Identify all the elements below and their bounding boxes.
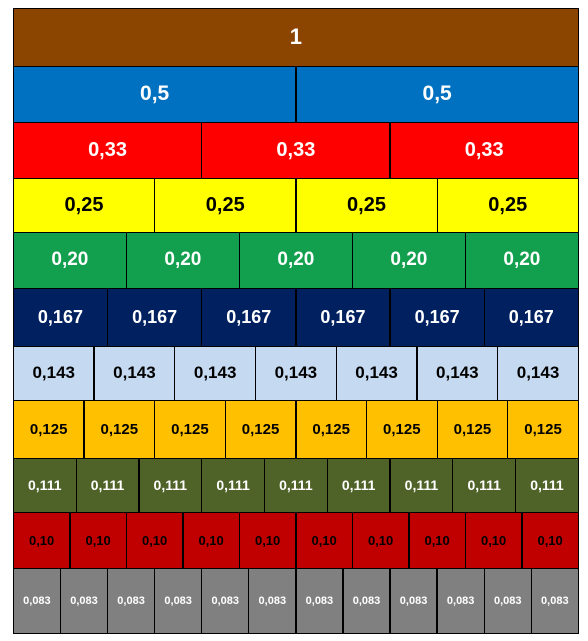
fraction-cell: 0,143 [335,346,418,401]
fraction-cell: 0,10 [239,512,297,569]
fraction-wall: 1 0,5 0,5 0,33 0,33 0,33 0,25 0,25 0,25 0,25 0,20 0… [13,8,579,634]
fraction-row-7: 0,143 0,143 0,143 0,143 0,143 0,143 0,143 [13,346,579,401]
fraction-cell: 0,143 [13,346,95,401]
fraction-row-12: 0,083 0,083 0,083 0,083 0,083 0,083 0,083 0,083… [13,568,579,634]
fraction-cell: 0,125 [154,400,226,459]
fraction-cell: 0,111 [452,458,516,513]
fraction-cell: 0,33 [201,122,391,179]
fraction-cell: 0,10 [295,512,353,569]
fraction-cell: 0,083 [248,568,297,634]
fraction-row-3: 0,33 0,33 0,33 [13,122,579,179]
fraction-cell: 0,20 [352,232,466,289]
fraction-cell: 0,125 [507,400,579,459]
fraction-cell: 0,167 [295,288,391,347]
fraction-cell: 0,33 [13,122,203,179]
fraction-cell: 0,20 [13,232,127,289]
fraction-cell: 0,125 [366,400,438,459]
fraction-cell: 0,083 [201,568,250,634]
fraction-cell: 0,083 [483,568,532,634]
fraction-cell: 0,167 [389,288,485,347]
fraction-cell: 0,083 [436,568,485,634]
fraction-cell: 0,10 [69,512,127,569]
fraction-cell: 0,083 [530,568,579,634]
fraction-row-5: 0,20 0,20 0,20 0,20 0,20 [13,232,579,289]
fraction-row-10: 0,10 0,10 0,10 0,10 0,10 0,10 0,10 0,10 0,10 0,10 [13,512,579,569]
fraction-cell: 0,111 [515,458,579,513]
fraction-cell: 0,143 [497,346,579,401]
fraction-cell: 0,143 [93,346,176,401]
fraction-row-6: 0,167 0,167 0,167 0,167 0,167 0,167 [13,288,579,347]
fraction-row-4: 0,25 0,25 0,25 0,25 [13,178,579,233]
fraction-row-8: 0,125 0,125 0,125 0,125 0,125 0,125 0,125 0,125 [13,400,579,459]
fraction-cell: 0,083 [154,568,203,634]
fraction-cell: 0,25 [436,178,579,233]
fraction-cell: 0,125 [295,400,367,459]
fraction-cell: 0,10 [408,512,466,569]
fraction-cell: 0,20 [239,232,353,289]
fraction-cell: 0,083 [342,568,391,634]
fraction-row-2: 0,5 0,5 [13,66,579,123]
fraction-cell: 0,167 [201,288,297,347]
fraction-cell: 1 [13,8,579,67]
fraction-cell: 0,10 [465,512,523,569]
fraction-cell: 0,167 [483,288,579,347]
fraction-cell: 0,20 [126,232,240,289]
fraction-cell: 0,111 [201,458,265,513]
fraction-cell: 0,111 [75,458,140,513]
fraction-row-1: 1 [13,8,579,67]
fraction-row-9: 0,111 0,111 0,111 0,111 0,111 0,111 0,111 0,111… [13,458,579,513]
fraction-cell: 0,111 [13,458,77,513]
fraction-cell: 0,125 [436,400,509,459]
fraction-cell: 0,25 [154,178,297,233]
fraction-cell: 0,33 [389,122,579,179]
fraction-cell: 0,5 [295,66,579,123]
fraction-cell: 0,111 [264,458,328,513]
fraction-cell: 0,111 [389,458,454,513]
fraction-cell: 0,10 [182,512,240,569]
fraction-cell: 0,167 [107,288,203,347]
fraction-cell: 0,083 [389,568,438,634]
fraction-cell: 0,143 [416,346,499,401]
fraction-cell: 0,25 [295,178,438,233]
fraction-cell: 0,10 [352,512,410,569]
fraction-cell: 0,083 [107,568,155,634]
fraction-cell: 0,083 [13,568,61,634]
fraction-cell: 0,111 [138,458,203,513]
fraction-cell: 0,111 [326,458,391,513]
fraction-cell: 0,143 [174,346,256,401]
fraction-cell: 0,20 [465,232,579,289]
fraction-cell: 0,5 [13,66,297,123]
fraction-cell: 0,083 [60,568,108,634]
fraction-cell: 0,10 [521,512,579,569]
fraction-cell: 0,10 [126,512,184,569]
fraction-cell: 0,143 [255,346,337,401]
fraction-cell: 0,125 [13,400,85,459]
fraction-cell: 0,125 [83,400,155,459]
fraction-cell: 0,083 [295,568,344,634]
fraction-cell: 0,167 [13,288,108,347]
fraction-cell: 0,10 [13,512,71,569]
fraction-cell: 0,125 [224,400,297,459]
fraction-cell: 0,25 [13,178,155,233]
